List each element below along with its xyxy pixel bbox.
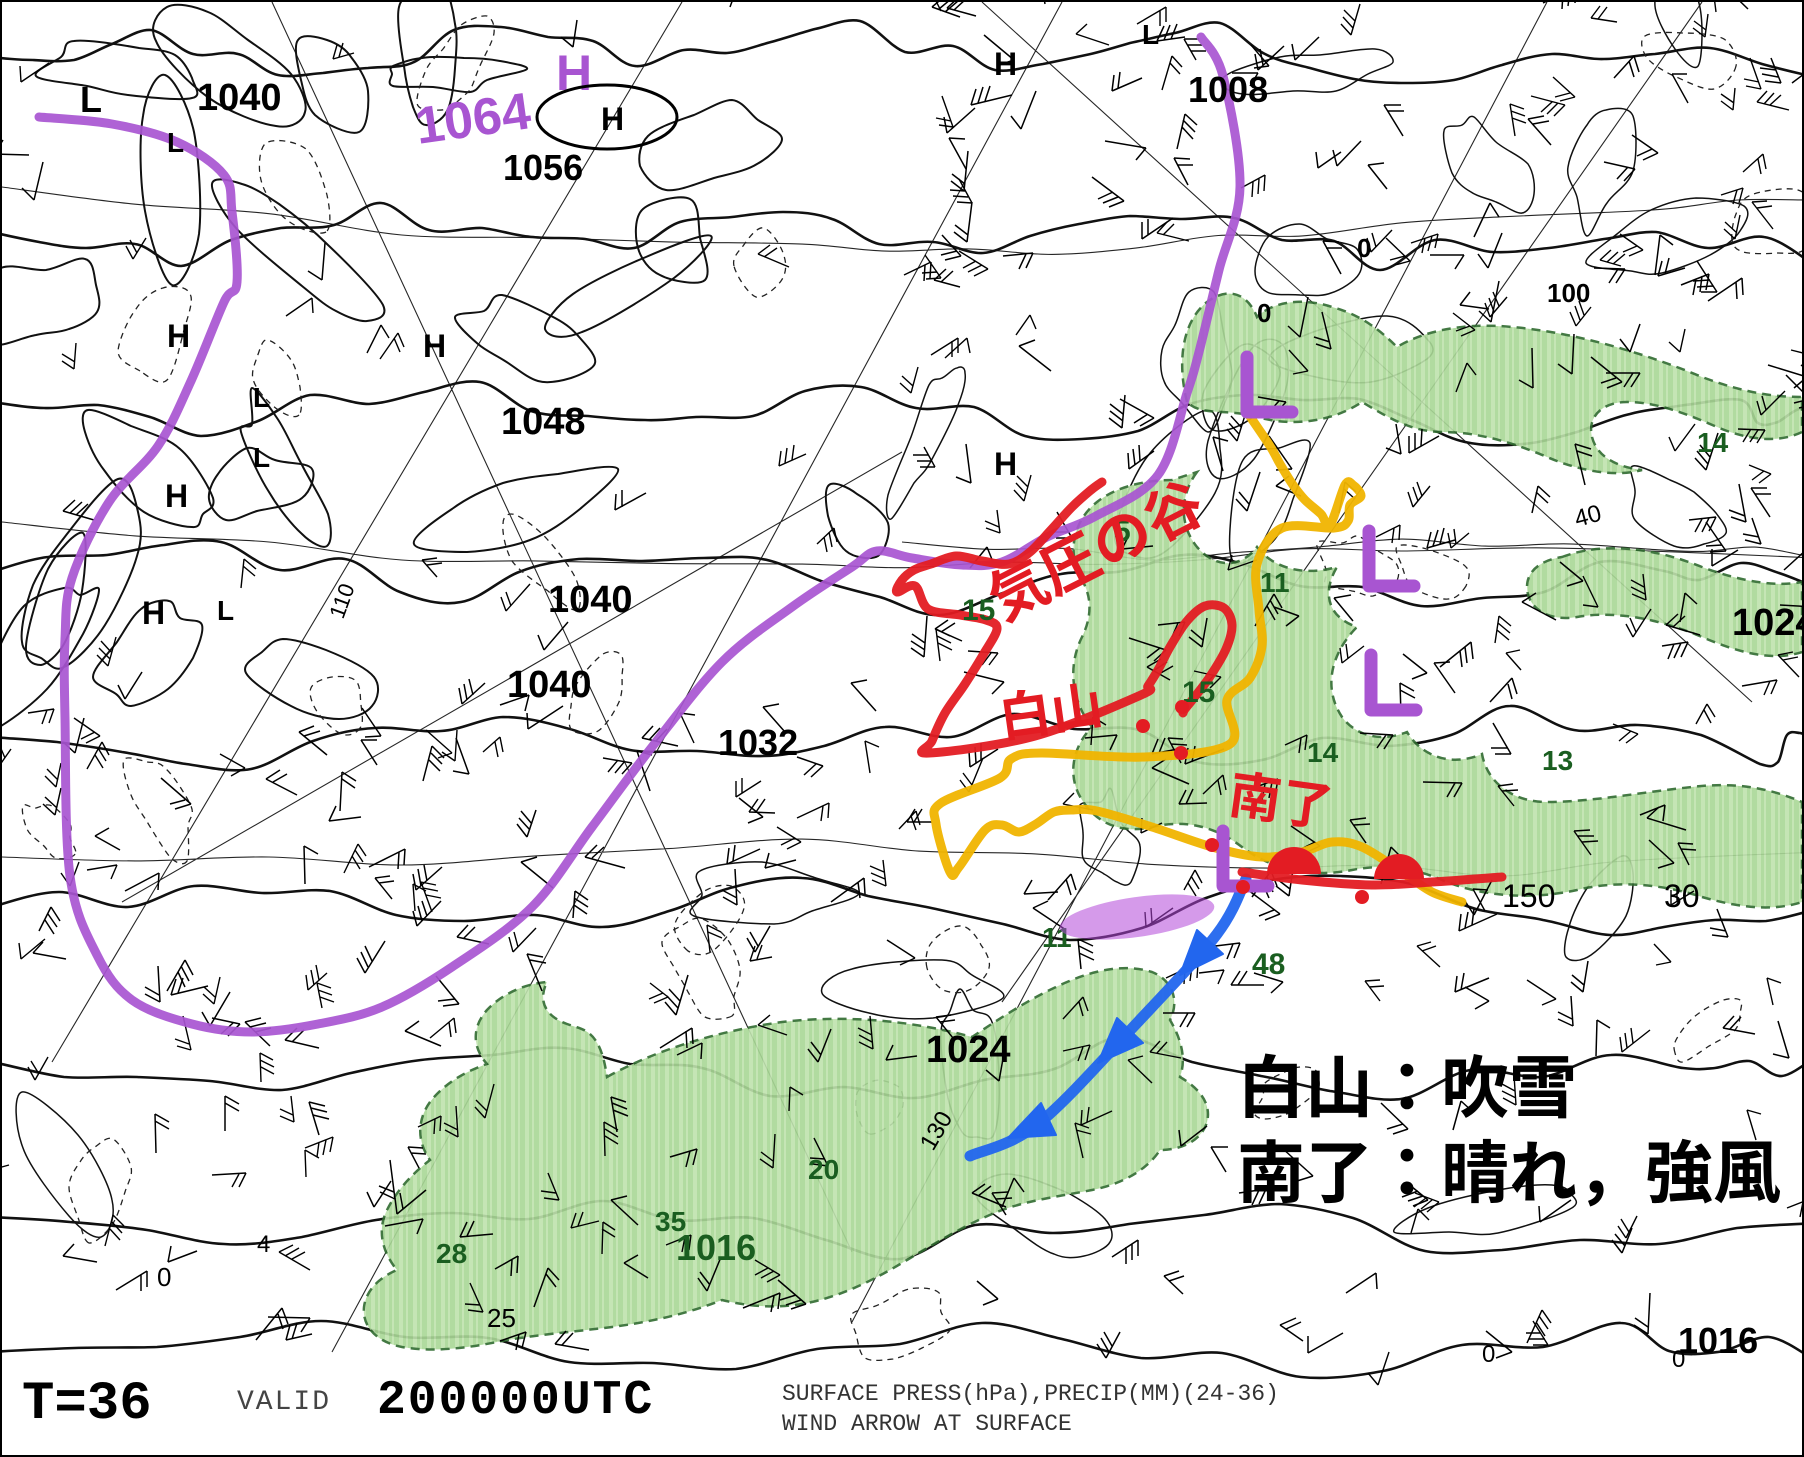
svg-text:25: 25 — [487, 1303, 516, 1333]
svg-text:南了: 南了 — [1225, 753, 1338, 842]
svg-text:0: 0 — [1482, 1341, 1495, 1368]
svg-text:28: 28 — [436, 1238, 467, 1269]
svg-text:1016: 1016 — [676, 1227, 756, 1268]
svg-text:30: 30 — [1664, 878, 1700, 914]
svg-text:100: 100 — [1547, 278, 1590, 308]
svg-text:H: H — [994, 446, 1017, 482]
svg-text:H: H — [165, 478, 188, 514]
svg-text:20: 20 — [808, 1154, 839, 1185]
svg-text:1008: 1008 — [1188, 69, 1268, 110]
svg-text:13: 13 — [1542, 745, 1573, 776]
svg-text:H: H — [142, 595, 165, 631]
svg-text:48: 48 — [1252, 948, 1285, 981]
svg-text:1064: 1064 — [412, 82, 535, 156]
svg-text:11: 11 — [1260, 567, 1290, 598]
svg-text:0: 0 — [157, 1262, 171, 1292]
svg-text:0: 0 — [1257, 298, 1271, 328]
svg-text:1040: 1040 — [507, 664, 592, 706]
svg-text:L: L — [167, 127, 184, 158]
svg-text:150: 150 — [1502, 878, 1555, 914]
svg-text:H: H — [601, 101, 624, 137]
svg-text:1056: 1056 — [503, 147, 583, 188]
svg-text:L: L — [80, 79, 102, 120]
svg-text:0: 0 — [1357, 233, 1371, 263]
svg-text:1024: 1024 — [1732, 602, 1804, 644]
svg-text:1040: 1040 — [548, 579, 633, 621]
svg-text:110: 110 — [324, 580, 359, 622]
svg-text:H: H — [423, 328, 446, 364]
svg-text:14: 14 — [1697, 427, 1729, 458]
svg-text:1024: 1024 — [926, 1029, 1011, 1071]
svg-text:40: 40 — [1572, 500, 1605, 533]
svg-text:白山: 白山 — [994, 663, 1107, 752]
svg-text:4: 4 — [257, 1231, 270, 1258]
svg-text:1040: 1040 — [197, 77, 282, 119]
svg-text:南了：晴れ，強風: 南了：晴れ，強風 — [1237, 1118, 1781, 1217]
svg-text:L: L — [253, 442, 270, 473]
svg-text:35: 35 — [655, 1206, 686, 1237]
svg-text:H: H — [167, 318, 190, 354]
svg-text:L: L — [1142, 19, 1159, 50]
svg-text:H: H — [994, 46, 1017, 82]
svg-text:L: L — [253, 382, 270, 413]
svg-text:1032: 1032 — [718, 722, 798, 763]
svg-text:L: L — [217, 595, 234, 626]
svg-text:1016: 1016 — [1678, 1320, 1758, 1361]
svg-text:1048: 1048 — [501, 401, 586, 443]
